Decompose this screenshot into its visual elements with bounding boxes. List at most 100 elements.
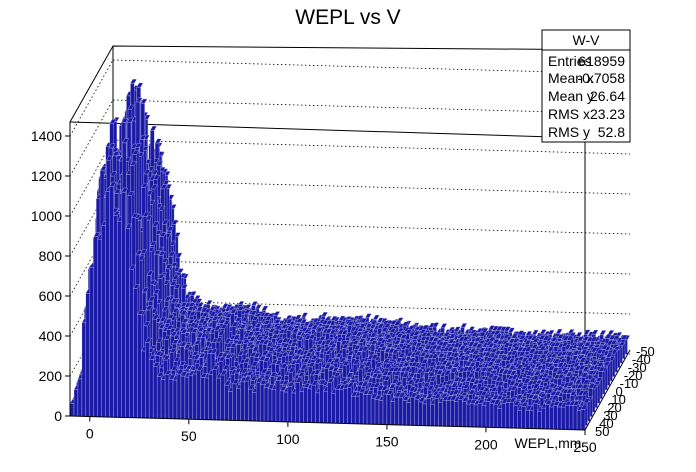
lego-bar-front (533, 403, 538, 429)
lego-bar-top (253, 331, 261, 337)
lego-bar-top (553, 342, 561, 347)
lego-bar-front (493, 403, 498, 428)
lego-bar-top (174, 303, 182, 308)
lego-bar-top (263, 320, 271, 325)
lego-bar-top (175, 252, 183, 258)
lego-bar-front (188, 375, 193, 420)
lego-bar-top (620, 334, 628, 340)
lego-bar-top (325, 320, 333, 325)
x-tick-label: 0 (86, 426, 94, 442)
lego-bar-top (244, 304, 252, 309)
lego-bar-front (196, 370, 201, 420)
lego-bar-front (176, 373, 182, 420)
lego-bar-top (518, 351, 526, 357)
lego-bar-top (172, 274, 180, 280)
lego-bar-front (398, 396, 403, 426)
lego-bar-top (467, 341, 475, 347)
lego-bar-front (105, 191, 110, 418)
lego-bar-front (561, 406, 566, 430)
lego-bar-top (140, 98, 148, 104)
lego-bar-top (381, 327, 389, 333)
lego-bar-top (462, 347, 470, 353)
lego-bar-top (453, 342, 461, 348)
lego-bar-top (241, 316, 249, 322)
lego-bar-front (525, 409, 530, 429)
lego-bar-top (441, 341, 449, 347)
lego-bar-top (338, 315, 346, 321)
lego-bar-top (566, 351, 574, 357)
lego-bar-top (420, 336, 428, 341)
lego-bar-top (591, 329, 599, 335)
lego-bar-front (462, 401, 467, 427)
lego-bar-front (426, 398, 431, 426)
lego-bar-top (503, 326, 511, 332)
lego-bar-front (77, 378, 83, 417)
lego-bar-top (350, 326, 358, 332)
lego-bar-front (85, 293, 90, 417)
stats-label-rms-y: RMS y (548, 124, 590, 140)
lego-bar-top (601, 344, 609, 350)
lego-bar-front (545, 404, 550, 430)
lego-bar-top (447, 338, 455, 344)
lego-bar-top (528, 348, 536, 354)
lego-bar-front (149, 359, 154, 419)
lego-bar-top (292, 328, 300, 334)
lego-bar-top (608, 334, 616, 340)
lego-bar-front (224, 384, 229, 421)
lego-bar-front (414, 398, 419, 426)
lego-bar-top (462, 336, 470, 342)
lego-bar-front (410, 396, 415, 426)
lego-bar-top (539, 329, 547, 335)
lego-bar-top (610, 349, 618, 355)
lego-bar-top (205, 300, 213, 305)
lego-bar-top (567, 329, 575, 335)
lego-bar-top (356, 315, 364, 321)
lego-bar-front (335, 389, 340, 424)
lego-bar-top (384, 334, 392, 340)
lego-bar-top (389, 328, 397, 333)
lego-bar-front (291, 392, 296, 423)
lego-bar-top (503, 342, 511, 348)
lego-bar-front (430, 403, 435, 427)
lego-bar-top (484, 351, 492, 357)
lego-bar-top (428, 336, 436, 342)
lego-bar-top (452, 352, 460, 358)
lego-bar-top (419, 328, 427, 334)
lego-bar-front (485, 401, 491, 428)
lego-bar-top (221, 303, 229, 309)
lego-bar-top (208, 306, 216, 311)
lego-bar-top (547, 329, 555, 335)
lego-bar-top (571, 355, 579, 361)
lego-bar-top (498, 350, 506, 355)
lego-bar-front (458, 399, 463, 427)
lego-bar-top (286, 325, 294, 331)
lego-bar-front (323, 390, 328, 424)
lego-bar-front (469, 403, 475, 428)
lego-bar-top (469, 348, 477, 354)
lego-bar-top (547, 346, 555, 352)
lego-bar-top (460, 323, 468, 328)
lego-bar-top (596, 349, 604, 355)
lego-bar-front (117, 220, 122, 418)
lego-bar-front (406, 402, 411, 426)
lego-bar-top (153, 174, 161, 180)
z-tick-label: 1000 (31, 208, 62, 224)
lego-bar-front (228, 391, 233, 421)
lego-bar-top (474, 336, 482, 342)
lego-bar-top (566, 335, 574, 341)
lego-bar-front (271, 389, 277, 422)
lego-bar-front (351, 396, 356, 424)
lego-bar-top (364, 313, 372, 319)
lego-bar-front (576, 410, 582, 431)
lego-bar-top (325, 328, 333, 334)
lego-bar-front (97, 238, 102, 418)
lego-bar-top (165, 264, 172, 270)
lego-bar-front (275, 380, 281, 422)
lego-bar-top (590, 336, 598, 342)
lego-bar-top (495, 333, 503, 339)
lego-bar-top (493, 330, 501, 336)
lego-bar-front (442, 400, 447, 427)
lego-bar-top (300, 319, 308, 324)
lego-bar-top (605, 352, 613, 358)
